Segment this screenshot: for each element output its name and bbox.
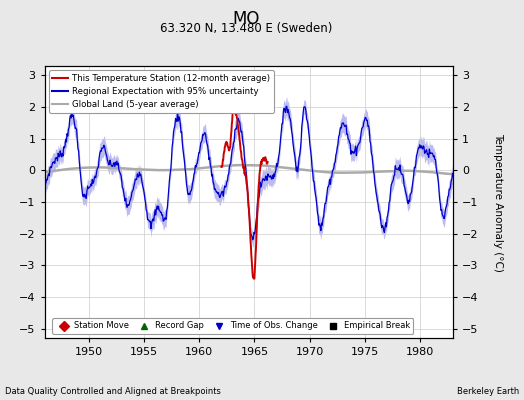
Legend: Station Move, Record Gap, Time of Obs. Change, Empirical Break: Station Move, Record Gap, Time of Obs. C… [52, 318, 413, 334]
Y-axis label: Temperature Anomaly (°C): Temperature Anomaly (°C) [493, 132, 503, 272]
Text: Data Quality Controlled and Aligned at Breakpoints: Data Quality Controlled and Aligned at B… [5, 387, 221, 396]
Text: 63.320 N, 13.480 E (Sweden): 63.320 N, 13.480 E (Sweden) [160, 22, 332, 35]
Text: MO: MO [233, 10, 260, 28]
Text: Berkeley Earth: Berkeley Earth [456, 387, 519, 396]
